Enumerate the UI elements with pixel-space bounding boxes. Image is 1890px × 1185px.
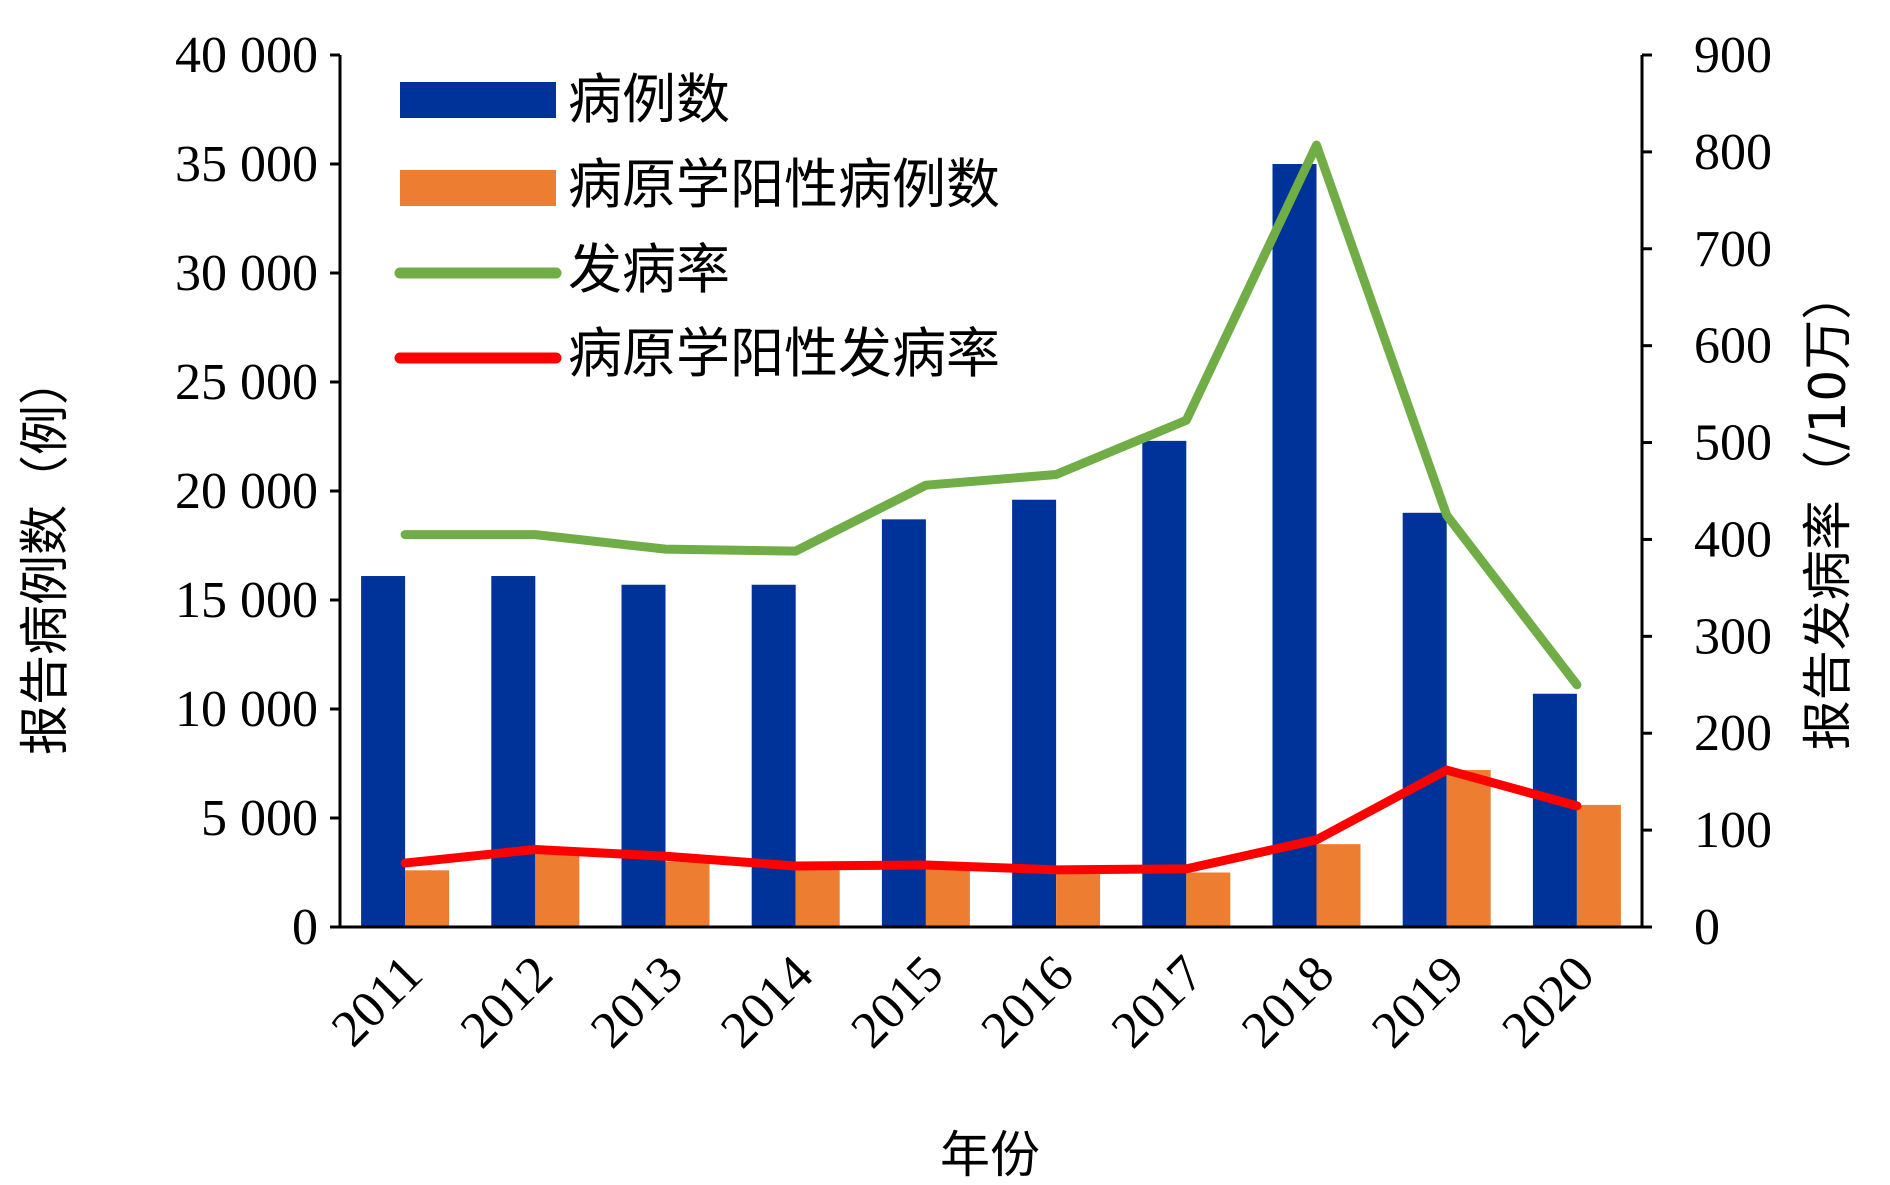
y-right-tick-label: 600 [1694,318,1772,375]
x-tick-label: 2015 [841,945,955,1059]
legend-swatch-cases [400,82,556,118]
y-left-tick-label: 35 000 [175,136,318,193]
x-tick-label: 2019 [1361,945,1475,1059]
bar-cases-2018 [1272,164,1317,927]
legend-label-cases: 病例数 [568,68,730,131]
x-tick-label: 2018 [1231,945,1345,1059]
y-left-tick-label: 30 000 [175,245,318,302]
x-tick-label: 2013 [580,945,694,1059]
y-right-tick-label: 500 [1694,415,1772,472]
x-tick-label: 2017 [1101,945,1215,1059]
bar-positive-cases-2013 [665,861,710,927]
bar-cases-2012 [491,576,536,927]
y-axis-right-title: 报告发病率（/10万） [1799,270,1857,750]
x-tick-label: 2014 [710,945,824,1059]
bar-positive-cases-2012 [535,852,580,927]
x-tick-label: 2020 [1492,945,1606,1059]
y-left-tick-label: 15 000 [175,572,318,629]
bar-positive-cases-2020 [1576,804,1621,927]
y-left-tick-label: 10 000 [175,681,318,738]
y-right-tick-label: 0 [1694,899,1720,956]
bars-layer [361,164,1621,927]
bar-positive-cases-2015 [925,868,970,927]
y-left-tick-label: 20 000 [175,463,318,520]
bar-cases-2019 [1402,512,1447,927]
bar-positive-cases-2014 [795,868,840,927]
bar-positive-cases-2019 [1446,770,1491,927]
bar-positive-cases-2017 [1186,872,1231,927]
legend: 病例数 病原学阳性病例数 发病率 病原学阳性发病率 [394,68,1000,385]
x-tick-label: 2011 [321,945,433,1057]
y-left-tick-label: 25 000 [175,354,318,411]
legend-swatch-positive-cases [400,170,556,206]
y-right-tick-label: 400 [1694,511,1772,568]
y-right-tick-label: 900 [1694,27,1772,84]
y-right-tick-label: 200 [1694,705,1772,762]
legend-label-incidence: 发病率 [568,238,730,301]
x-tick-label: 2012 [450,945,564,1059]
bar-positive-cases-2016 [1056,870,1101,927]
bar-cases-2016 [1012,499,1057,927]
y-left-tick-label: 5 000 [201,790,318,847]
x-axis-title: 年份 [940,1126,1040,1184]
y-right-tick-label: 800 [1694,124,1772,181]
y-axis-left-title: 报告病例数（例） [16,355,74,755]
y-right-tick-label: 300 [1694,608,1772,665]
bar-positive-cases-2011 [405,870,450,927]
y-left-tick-label: 0 [292,899,318,956]
bar-cases-2011 [361,576,406,927]
bar-cases-2017 [1142,440,1187,927]
bar-positive-cases-2018 [1316,844,1361,927]
bar-cases-2020 [1532,693,1577,927]
y-right-tick-label: 100 [1694,802,1772,859]
y-right-tick-label: 700 [1694,221,1772,278]
incidence-line [400,140,1582,690]
bar-cases-2014 [751,584,796,927]
bar-cases-2013 [621,584,666,927]
lines-layer [400,140,1582,875]
bar-cases-2015 [881,519,926,927]
y-left-tick-label: 40 000 [175,27,318,84]
legend-label-positive-cases: 病原学阳性病例数 [568,153,1000,216]
positive-incidence-line [400,765,1582,875]
x-tick-label: 2016 [971,945,1085,1059]
legend-label-positive-incidence: 病原学阳性发病率 [568,322,1000,385]
